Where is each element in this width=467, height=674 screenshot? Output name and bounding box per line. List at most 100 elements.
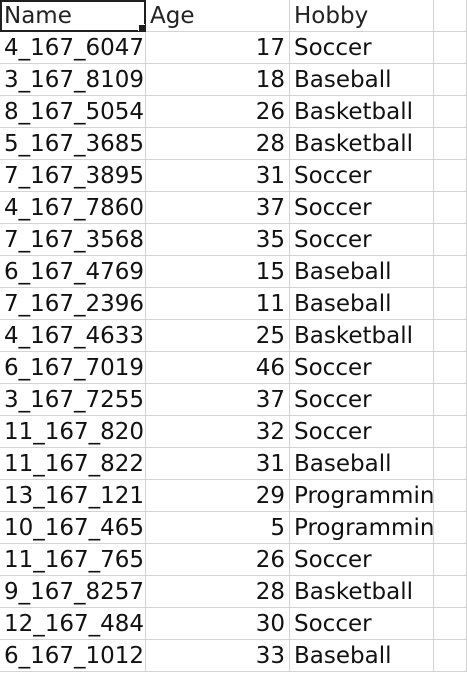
- age-cell[interactable]: 11: [146, 288, 290, 320]
- age-cell[interactable]: 15: [146, 256, 290, 288]
- empty-cell[interactable]: [434, 320, 467, 352]
- empty-cell[interactable]: [434, 192, 467, 224]
- hobby-cell[interactable]: Soccer: [290, 192, 434, 224]
- age-cell[interactable]: 31: [146, 160, 290, 192]
- age-cell[interactable]: 28: [146, 128, 290, 160]
- table-row: 9_167_8257 28 Basketball: [0, 576, 467, 608]
- hobby-cell[interactable]: Baseball: [290, 288, 434, 320]
- table-row: 4_167_6047 17 Soccer: [0, 32, 467, 64]
- empty-cell[interactable]: [434, 160, 467, 192]
- age-cell[interactable]: 28: [146, 576, 290, 608]
- empty-cell[interactable]: [434, 480, 467, 512]
- age-cell[interactable]: 30: [146, 608, 290, 640]
- empty-cell[interactable]: [434, 576, 467, 608]
- name-cell[interactable]: 4_167_7860: [0, 192, 146, 224]
- age-cell[interactable]: 31: [146, 448, 290, 480]
- age-cell[interactable]: 46: [146, 352, 290, 384]
- empty-cell[interactable]: [434, 352, 467, 384]
- name-cell[interactable]: 7_167_2396: [0, 288, 146, 320]
- empty-cell[interactable]: [434, 416, 467, 448]
- empty-cell[interactable]: [434, 448, 467, 480]
- header-cell-name[interactable]: Name: [0, 0, 146, 32]
- table-row: 7_167_3568 35 Soccer: [0, 224, 467, 256]
- table-row: 3_167_8109 18 Baseball: [0, 64, 467, 96]
- name-cell[interactable]: 8_167_5054: [0, 96, 146, 128]
- empty-cell[interactable]: [434, 288, 467, 320]
- age-cell[interactable]: 29: [146, 480, 290, 512]
- empty-cell[interactable]: [434, 64, 467, 96]
- age-cell[interactable]: 35: [146, 224, 290, 256]
- table-row: 11_167_765 26 Soccer: [0, 544, 467, 576]
- hobby-cell[interactable]: Baseball: [290, 448, 434, 480]
- hobby-cell[interactable]: Soccer: [290, 352, 434, 384]
- table-row: 3_167_7255 37 Soccer: [0, 384, 467, 416]
- name-cell[interactable]: 5_167_3685: [0, 128, 146, 160]
- name-cell[interactable]: 10_167_465: [0, 512, 146, 544]
- table-row: 6_167_7019 46 Soccer: [0, 352, 467, 384]
- hobby-cell[interactable]: Soccer: [290, 32, 434, 64]
- age-cell[interactable]: 5: [146, 512, 290, 544]
- age-cell[interactable]: 37: [146, 192, 290, 224]
- name-cell[interactable]: 4_167_6047: [0, 32, 146, 64]
- empty-cell[interactable]: [434, 608, 467, 640]
- name-cell[interactable]: 11_167_822: [0, 448, 146, 480]
- name-cell[interactable]: 11_167_765: [0, 544, 146, 576]
- name-cell[interactable]: 3_167_8109: [0, 64, 146, 96]
- header-cell-hobby[interactable]: Hobby: [290, 0, 434, 32]
- age-cell[interactable]: 33: [146, 640, 290, 672]
- age-cell[interactable]: 26: [146, 544, 290, 576]
- age-cell[interactable]: 18: [146, 64, 290, 96]
- hobby-cell[interactable]: Baseball: [290, 256, 434, 288]
- table-row: 4_167_4633 25 Basketball: [0, 320, 467, 352]
- hobby-cell[interactable]: Soccer: [290, 384, 434, 416]
- empty-cell[interactable]: [434, 0, 467, 32]
- empty-cell[interactable]: [434, 224, 467, 256]
- hobby-cell[interactable]: Programming: [290, 512, 434, 544]
- name-cell[interactable]: 7_167_3895: [0, 160, 146, 192]
- empty-cell[interactable]: [434, 384, 467, 416]
- hobby-cell[interactable]: Soccer: [290, 416, 434, 448]
- name-cell[interactable]: 12_167_484: [0, 608, 146, 640]
- age-cell[interactable]: 26: [146, 96, 290, 128]
- hobby-cell[interactable]: Programming: [290, 480, 434, 512]
- age-cell[interactable]: 25: [146, 320, 290, 352]
- name-cell[interactable]: 9_167_8257: [0, 576, 146, 608]
- table-row: 12_167_484 30 Soccer: [0, 608, 467, 640]
- fill-handle[interactable]: [138, 24, 145, 31]
- table-row: 6_167_4769 15 Baseball: [0, 256, 467, 288]
- empty-cell[interactable]: [434, 96, 467, 128]
- name-cell[interactable]: 13_167_121: [0, 480, 146, 512]
- empty-cell[interactable]: [434, 544, 467, 576]
- name-cell[interactable]: 4_167_4633: [0, 320, 146, 352]
- age-cell[interactable]: 32: [146, 416, 290, 448]
- age-cell[interactable]: 37: [146, 384, 290, 416]
- age-cell[interactable]: 17: [146, 32, 290, 64]
- name-cell[interactable]: 7_167_3568: [0, 224, 146, 256]
- hobby-cell[interactable]: Basketball: [290, 128, 434, 160]
- hobby-cell[interactable]: Soccer: [290, 160, 434, 192]
- name-cell[interactable]: 6_167_7019: [0, 352, 146, 384]
- name-cell[interactable]: 6_167_4769: [0, 256, 146, 288]
- header-name-label: Name: [4, 3, 72, 29]
- hobby-cell[interactable]: Soccer: [290, 224, 434, 256]
- hobby-cell[interactable]: Basketball: [290, 320, 434, 352]
- hobby-cell[interactable]: Soccer: [290, 544, 434, 576]
- empty-cell[interactable]: [434, 640, 467, 672]
- table-row: 7_167_3895 31 Soccer: [0, 160, 467, 192]
- name-cell[interactable]: 6_167_1012: [0, 640, 146, 672]
- name-cell[interactable]: 11_167_820: [0, 416, 146, 448]
- header-cell-age[interactable]: Age: [146, 0, 290, 32]
- hobby-cell[interactable]: Baseball: [290, 640, 434, 672]
- empty-cell[interactable]: [434, 256, 467, 288]
- empty-cell[interactable]: [434, 128, 467, 160]
- empty-cell[interactable]: [434, 512, 467, 544]
- table-row: 13_167_121 29 Programming: [0, 480, 467, 512]
- hobby-cell[interactable]: Soccer: [290, 608, 434, 640]
- hobby-cell[interactable]: Basketball: [290, 576, 434, 608]
- empty-cell[interactable]: [434, 32, 467, 64]
- hobby-cell[interactable]: Baseball: [290, 64, 434, 96]
- name-cell[interactable]: 3_167_7255: [0, 384, 146, 416]
- hobby-cell[interactable]: Basketball: [290, 96, 434, 128]
- table-row: 11_167_820 32 Soccer: [0, 416, 467, 448]
